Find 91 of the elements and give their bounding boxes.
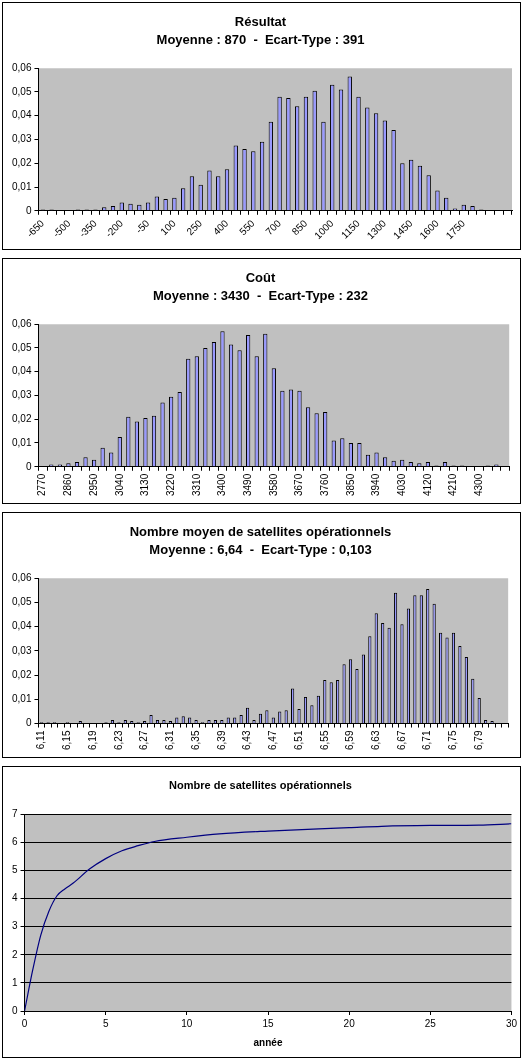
y-tick-label: 0,02 [11,668,32,680]
y-tick-label: 0,05 [11,341,32,353]
x-tick-label: 6,31 [164,730,176,751]
x-tick-label: 4210 [447,473,459,496]
y-tick-label: 0,04 [11,109,32,121]
x-tick-label: 3220 [164,473,176,496]
x-tick-label: 850 [289,217,310,238]
x-tick-label: 3040 [113,473,125,496]
x-tick-label: 6,59 [344,730,356,751]
chart-subtitle: Moyenne : 6,64 - Ecart-Type : 0,103 [149,541,372,557]
y-tick-label: 0,06 [11,61,32,73]
x-tick-label: -200 [103,217,126,240]
x-tick-label: 4120 [421,473,433,496]
x-tick-label: 100 [158,217,179,238]
x-tick-label: 6,27 [138,730,150,751]
x-tick-label: 30 [505,1017,518,1029]
y-tick-label: 0 [25,717,32,729]
chart-title: Coût [245,270,276,286]
x-tick-label: 6,67 [395,730,407,751]
x-tick-label: 3310 [190,473,202,496]
chart-title: Nombre de satellites opérationnels [169,778,352,791]
chart-subtitle: Moyenne : 3430 - Ecart-Type : 232 [152,287,369,303]
x-tick-label: 4030 [395,473,407,496]
x-tick-label: 6,35 [189,730,201,751]
y-tick-label: 0,06 [11,317,32,329]
y-tick-label: 0,05 [11,85,32,97]
line-series [24,823,512,1011]
x-tick-label: 6,47 [267,730,279,751]
x-tick-label: 5 [102,1017,109,1029]
x-tick-label: 10 [181,1017,193,1029]
x-tick-label: 6,63 [370,730,382,751]
x-tick-label: -350 [76,217,100,240]
x-tick-label: 6,75 [447,730,459,751]
x-tick-label: 25 [424,1017,437,1029]
y-tick-label: 0,05 [11,596,32,608]
x-tick-label: -650 [24,217,47,240]
x-tick-label: 6,71 [421,730,433,751]
y-tick-label: 0 [12,1004,18,1016]
y-tick-label: 0,02 [11,412,32,424]
x-tick-label: 2950 [87,473,99,496]
x-tick-label: 700 [263,217,284,238]
chart-title: Nombre moyen de satellites opérationnels [129,524,392,540]
x-tick-label: -50 [133,217,152,236]
x-tick-label: 6,15 [61,730,73,751]
y-tick-label: 3 [12,920,18,932]
y-tick-label: 0,06 [11,571,32,583]
chart-title: Résultat [234,14,287,30]
chart-subtitle: Moyenne : 870 - Ecart-Type : 391 [156,31,365,47]
x-tick-label: 6,79 [472,730,484,751]
y-tick-label: 1 [12,976,18,988]
y-tick-label: 5 [12,864,18,876]
x-tick-label: 6,43 [241,730,253,751]
x-tick-label: 550 [237,217,257,238]
x-tick-label: 20 [343,1017,356,1029]
y-tick-label: 0,04 [11,620,32,632]
y-tick-label: 0,03 [11,133,32,145]
y-tick-label: 4 [12,892,18,904]
x-axis-title: année [253,1036,283,1048]
x-tick-label: 6,23 [112,730,124,751]
x-tick-label: 4300 [473,473,484,496]
x-tick-label: 15 [262,1017,274,1029]
x-tick-label: 3940 [370,473,382,496]
y-tick-label: 0,01 [11,436,32,448]
x-tick-label: 250 [184,217,205,238]
x-tick-label: 6,11 [35,730,47,750]
y-tick-label: 2 [12,948,18,960]
x-tick-label: 3670 [293,473,305,496]
y-tick-label: 0,01 [11,693,32,705]
y-tick-label: 0,01 [11,180,32,192]
y-tick-label: 0,03 [11,389,32,401]
x-tick-label: 2770 [36,473,48,496]
x-tick-label: 6,39 [215,730,227,751]
x-tick-label: 6,55 [318,730,330,751]
x-tick-label: 2860 [62,473,74,496]
x-tick-label: 400 [210,217,231,238]
x-tick-label: -500 [50,217,73,240]
x-tick-label: 3490 [241,473,253,496]
x-tick-label: 3850 [344,473,356,496]
x-tick-label: 3580 [267,473,279,496]
y-tick-label: 0 [25,460,32,472]
x-tick-label: 3130 [139,473,151,496]
y-tick-label: 0,03 [11,644,32,656]
y-tick-label: 7 [12,807,18,819]
x-tick-label: 3400 [216,473,228,496]
y-tick-label: 6 [12,836,18,848]
y-tick-label: 0,02 [11,157,32,169]
y-tick-label: 0 [25,204,32,216]
x-tick-label: 3760 [318,473,330,496]
x-tick-label: 6,51 [292,730,304,751]
y-tick-label: 0,04 [11,365,32,377]
x-tick-label: 6,19 [86,730,98,751]
